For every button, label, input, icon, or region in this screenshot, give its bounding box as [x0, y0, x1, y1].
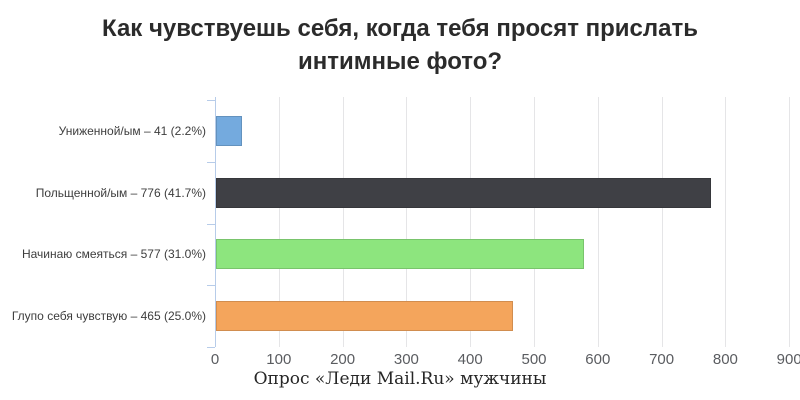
bar: [216, 177, 712, 208]
gridline: [278, 97, 280, 347]
bar: [216, 239, 585, 270]
source-caption: Опрос «Леди Mail.Ru» мужчины: [253, 369, 547, 389]
chart-title: Как чувствуешь себя, когда тебя просят п…: [0, 12, 800, 78]
x-tick-label: 200: [330, 351, 356, 368]
gridline: [406, 97, 408, 347]
chart-title-line1: Как чувствуешь себя, когда тебя просят п…: [102, 15, 698, 42]
bar: [216, 115, 243, 146]
gridline: [661, 97, 663, 347]
y-axis-tick: [207, 223, 215, 225]
y-axis-tick: [207, 285, 215, 287]
gridline: [789, 97, 791, 347]
y-axis-line: [215, 97, 216, 347]
x-tick-label: 300: [393, 351, 419, 368]
gridline: [534, 97, 535, 347]
x-tick-label: 600: [585, 351, 611, 368]
chart-title-line2: интимные фото?: [297, 48, 503, 75]
gridline: [470, 97, 472, 347]
x-tick-label: 500: [521, 351, 547, 368]
category-label: Глупо себя чувствую – 465 (25.0%): [11, 309, 206, 324]
x-tick-label: 0: [210, 351, 220, 368]
x-tick-label: 400: [457, 351, 483, 368]
y-axis-tick: [207, 347, 215, 348]
x-tick-label: 700: [649, 351, 675, 368]
bar: [216, 301, 513, 332]
x-tick-label: 900: [776, 351, 800, 368]
category-label: Начинаю смеяться – 577 (31.0%): [21, 247, 206, 262]
gridline: [597, 97, 599, 347]
y-axis-tick: [207, 161, 215, 163]
category-label: Униженной/ым – 41 (2.2%): [58, 123, 206, 138]
category-label: Польщенной/ым – 776 (41.7%): [35, 185, 206, 200]
y-axis-tick: [207, 100, 215, 101]
gridline: [725, 97, 727, 347]
x-tick-label: 100: [266, 351, 292, 368]
x-tick-label: 800: [712, 351, 738, 368]
gridline: [342, 97, 344, 347]
